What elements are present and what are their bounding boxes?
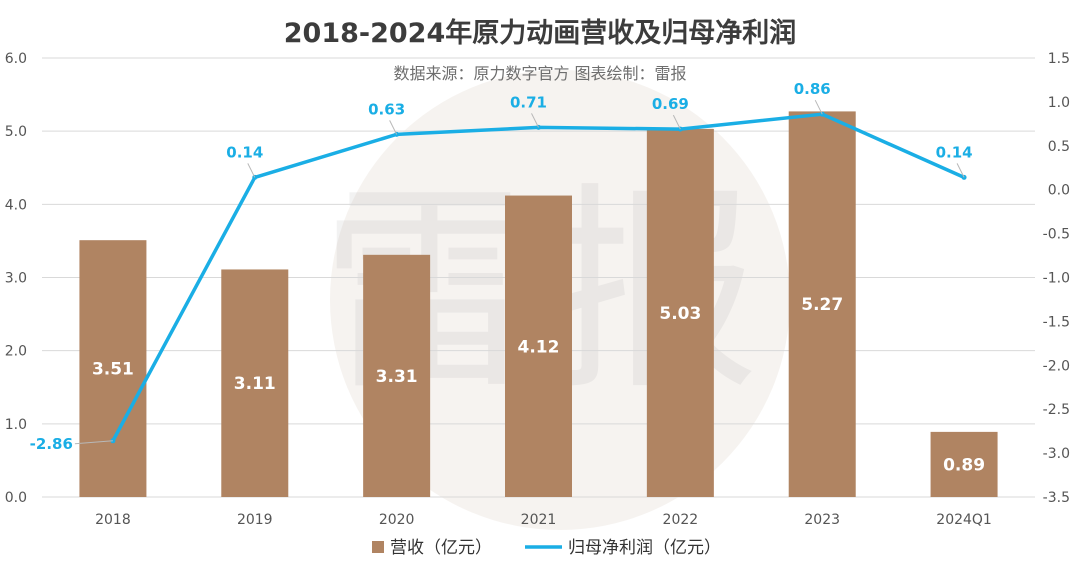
left-axis-tick-label: 2.0 [5,344,27,360]
right-axis-tick-label: -2.5 [1043,402,1070,418]
line-value-label: 0.14 [226,143,263,161]
bar-value-label: 0.89 [943,455,985,475]
x-axis-tick-label: 2022 [663,512,699,528]
line-label-leader [247,163,256,178]
left-axis-tick-label: 6.0 [5,51,27,67]
x-axis-tick-label: 2021 [521,512,557,528]
line-label-leader [956,163,965,178]
legend-bar-label: 营收（亿元） [390,538,492,558]
bar-value-label: 5.03 [659,304,701,324]
line-value-label: 0.86 [794,80,831,98]
bar [788,111,856,497]
left-axis-tick-label: 1.0 [5,417,27,433]
left-axis-tick-label: 3.0 [5,271,27,287]
line-value-label: -2.86 [30,435,73,453]
bar [79,240,147,497]
bar [646,128,714,497]
line-label-leader [389,120,398,135]
bar [930,431,998,497]
x-axis-tick-label: 2024Q1 [936,512,992,528]
left-axis-tick-label: 4.0 [5,197,27,213]
legend-bar-swatch [372,541,384,553]
bar-value-label: 4.12 [518,337,560,357]
bar-value-label: 3.31 [376,367,418,387]
left-axis-tick-label: 5.0 [5,124,27,140]
line-value-label: 0.71 [510,93,547,111]
right-axis-tick-label: 1.5 [1048,51,1070,67]
x-axis-tick-label: 2018 [95,512,131,528]
right-axis-tick-label: -0.5 [1043,227,1070,243]
right-axis-tick-label: 1.0 [1048,95,1070,111]
right-axis-tick-label: -1.5 [1043,314,1070,330]
line-value-label: 0.63 [368,100,405,118]
right-axis-tick-label: -3.5 [1043,490,1070,506]
bar-value-label: 3.51 [92,360,134,380]
right-axis-tick-label: -3.0 [1043,446,1070,462]
line-label-leader [672,114,681,130]
bar-value-label: 3.11 [234,374,276,394]
line-label-leader [531,113,539,128]
legend: 营收（亿元） 归母净利润（亿元） [372,538,721,558]
bar-value-label: 5.27 [801,295,843,315]
x-axis-tick-label: 2019 [237,512,273,528]
left-axis-tick-label: 0.0 [5,490,27,506]
right-axis-tick-label: -1.0 [1043,271,1070,287]
bar-series [79,111,998,497]
line-label-leader [814,99,823,115]
line-value-label: 0.69 [652,95,689,113]
bar [221,269,289,497]
chart-subtitle: 数据来源：原力数字官方 图表绘制：雷报 [393,64,686,83]
bar [363,254,431,497]
legend-line-label: 归母净利润（亿元） [568,538,721,558]
x-axis-tick-label: 2023 [804,512,840,528]
right-axis-tick-label: -2.0 [1043,358,1070,374]
line-value-label: 0.14 [936,143,973,161]
right-axis-tick-label: 0.5 [1048,139,1070,155]
data-labels: 3.51 3.11 3.31 4.12 5.03 5.27 0.89 -2.86 0.14 0.6… [30,80,985,475]
chart-title: 2018-2024年原力动画营收及归母净利润 [284,17,797,49]
x-axis-tick-label: 2020 [379,512,415,528]
line-label-leader [74,440,113,445]
axes: 0.0 1.0 2.0 3.0 4.0 5.0 6.0 -3.5 -3.0 -2.5 -2.0 -1.… [5,51,1070,528]
right-axis-tick-label: 0.0 [1048,183,1070,199]
bar [505,195,572,497]
